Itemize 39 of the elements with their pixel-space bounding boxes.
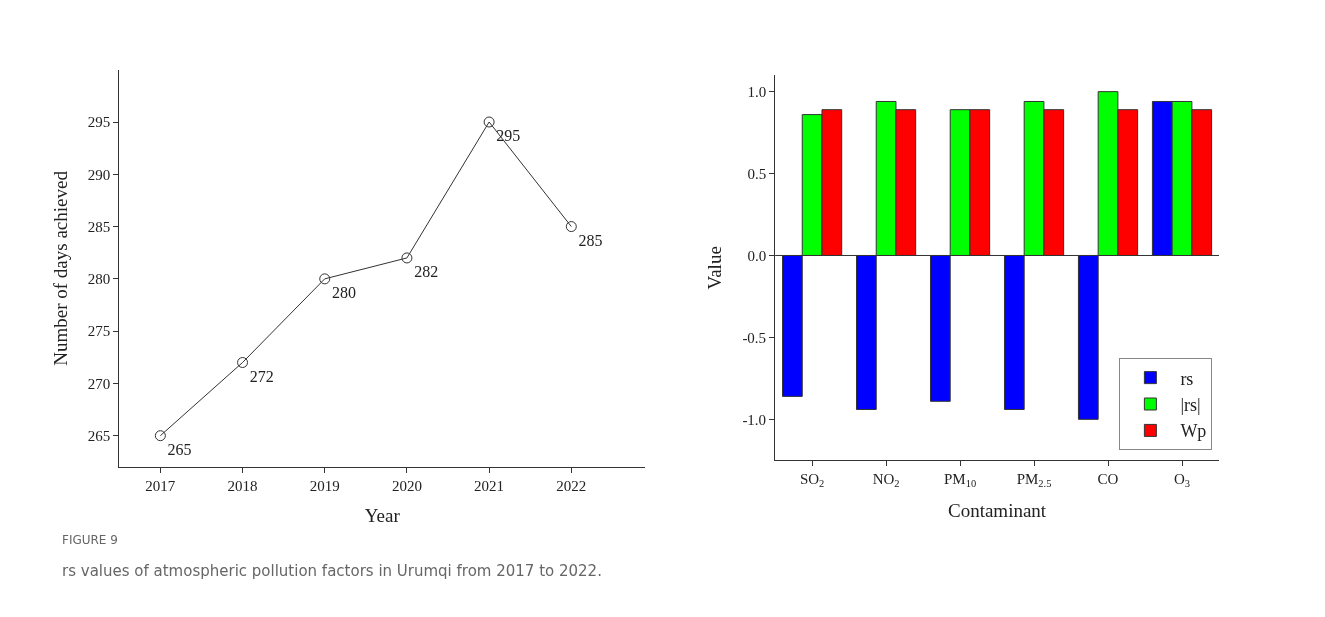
x-tick-label: 2017 (145, 478, 176, 495)
data-label: 282 (414, 263, 439, 281)
legend-label: Wp (1180, 421, 1207, 442)
text: rs values of atmospheric pollution factors in Urumqi from 2017 to 2022. (62, 562, 602, 580)
x-tick-label: 2022 (556, 478, 587, 495)
x-tick-label: CO (1097, 471, 1119, 488)
data-label: 272 (249, 367, 274, 385)
x-tick-label: 2020 (391, 478, 422, 495)
y-tick-label: 1.0 (747, 83, 767, 100)
x-tick-label: SO$_{2}$ (799, 471, 825, 490)
x-tick-label: 2021 (474, 478, 505, 495)
x-axis-title: Contaminant (947, 500, 1047, 522)
y-tick-label: 270 (87, 375, 111, 392)
y-tick-label: -0.5 (742, 329, 767, 346)
y-tick-label: 295 (87, 114, 111, 131)
x-tick-label: 2018 (227, 478, 258, 495)
data-label: 280 (331, 284, 356, 302)
x-tick-label: NO$_{2}$ (872, 471, 900, 490)
caption: FIGURE 9 (62, 533, 118, 547)
data-label: 265 (167, 440, 192, 458)
y-tick-label: 0.0 (747, 247, 767, 264)
data-label: 285 (578, 231, 603, 249)
legend-label: rs (1180, 368, 1194, 389)
y-tick-label: 265 (87, 427, 111, 444)
y-axis-title: Value (704, 246, 726, 290)
x-tick-label: 2019 (309, 478, 340, 495)
x-tick-label: O$_{3}$ (1173, 471, 1191, 490)
legend-label: |rs| (1180, 395, 1201, 416)
x-tick-label: PM$_{10}$ (943, 471, 977, 490)
y-tick-label: 290 (87, 166, 111, 183)
data-label: 295 (496, 127, 521, 145)
y-tick-label: 280 (87, 271, 111, 288)
y-axis-title: Number of days achieved (49, 170, 71, 366)
y-tick-label: 275 (87, 323, 111, 340)
x-tick-label: PM$_{2.5}$ (1016, 471, 1052, 490)
y-tick-label: 0.5 (747, 165, 767, 182)
x-axis-title: Year (364, 504, 401, 526)
y-tick-label: 285 (87, 218, 111, 235)
y-tick-label: -1.0 (742, 411, 767, 428)
